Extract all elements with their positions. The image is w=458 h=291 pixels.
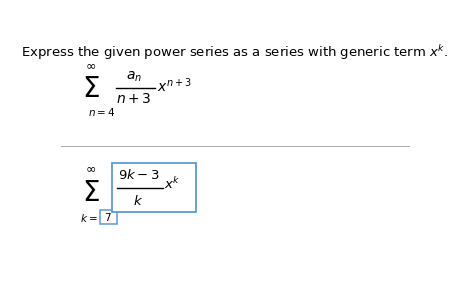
FancyBboxPatch shape xyxy=(112,163,196,212)
Text: $k$: $k$ xyxy=(133,194,143,208)
Text: $\infty$: $\infty$ xyxy=(85,162,97,175)
Text: Express the given power series as a series with generic term $x^k$.: Express the given power series as a seri… xyxy=(21,43,448,62)
FancyBboxPatch shape xyxy=(100,210,116,224)
Text: $\Sigma$: $\Sigma$ xyxy=(82,179,100,207)
Text: $7$: $7$ xyxy=(104,211,112,223)
Text: $\infty$: $\infty$ xyxy=(85,59,97,72)
Text: $n=4$: $n=4$ xyxy=(88,106,116,118)
Text: $a_n$: $a_n$ xyxy=(125,69,142,84)
Text: $x^k$: $x^k$ xyxy=(164,176,181,192)
Text: $9k-3$: $9k-3$ xyxy=(118,168,160,182)
Text: $x^{n+3}$: $x^{n+3}$ xyxy=(158,76,192,95)
Text: $k=$: $k=$ xyxy=(80,212,98,223)
Text: $\Sigma$: $\Sigma$ xyxy=(82,75,100,103)
Text: $n+3$: $n+3$ xyxy=(116,92,151,106)
